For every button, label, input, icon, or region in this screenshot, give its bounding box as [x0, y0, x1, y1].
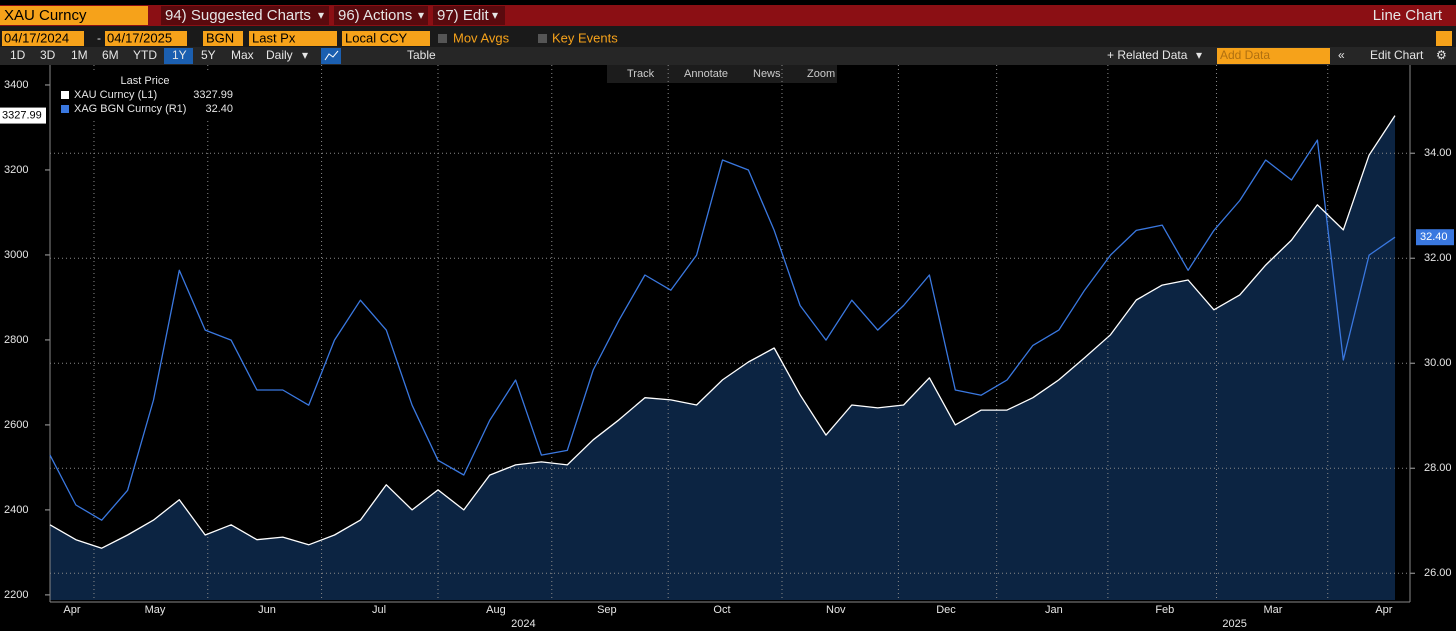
date-separator: -: [97, 31, 101, 45]
year-label: 2025: [1222, 618, 1246, 630]
edit-chart[interactable]: Edit Chart: [1370, 48, 1424, 62]
legend-swatch: [61, 105, 69, 113]
menu-arrow: ▾: [318, 8, 324, 22]
last-value-label: 3327.99: [2, 109, 42, 121]
chart-tool[interactable]: Annotate: [684, 68, 728, 80]
x-tick-label: Jul: [372, 604, 386, 616]
legend-box: [55, 72, 239, 118]
last-value-badge: [0, 107, 46, 124]
x-tick-label: Oct: [713, 604, 730, 616]
toggle[interactable]: Mov Avgs: [453, 30, 510, 45]
gear: ⚙: [1436, 48, 1447, 62]
date-input[interactable]: [2, 31, 84, 46]
legend-swatch: [61, 91, 69, 99]
x-tick-label: Mar: [1263, 604, 1282, 616]
chart-tool[interactable]: Track: [627, 68, 655, 80]
related-arrow: ▾: [1196, 48, 1202, 62]
source-input[interactable]: [203, 31, 243, 46]
y2-tick-label: 32.00: [1424, 252, 1452, 264]
x-tick-label: Nov: [826, 604, 846, 616]
freq-arrow: ▾: [302, 48, 308, 62]
line-icon: [324, 50, 339, 61]
menu-arrow: ▾: [492, 8, 498, 22]
y2-tick-label: 26.00: [1424, 567, 1452, 579]
menu[interactable]: 94) Suggested Charts: [165, 7, 311, 24]
menu[interactable]: 97) Edit: [437, 7, 490, 24]
chart-tool[interactable]: Zoom: [807, 68, 835, 80]
currency: Local CCY: [345, 30, 407, 45]
end-date: 04/17/2025: [107, 30, 172, 45]
period[interactable]: 5Y: [201, 48, 216, 62]
period[interactable]: 1M: [71, 48, 88, 62]
tools-bar: [607, 65, 837, 83]
settings-square[interactable]: [1436, 31, 1452, 46]
x-tick-label: Feb: [1155, 604, 1174, 616]
period-bar: [0, 47, 1456, 65]
y-tick-label: 2200: [4, 589, 28, 601]
x-tick-label: Jun: [258, 604, 276, 616]
x-tick-label: Sep: [597, 604, 617, 616]
checkbox[interactable]: [438, 34, 447, 43]
period-active: [164, 48, 193, 64]
series-line: [49, 139, 1396, 521]
x-tick-label: Apr: [1375, 604, 1392, 616]
legend-label: XAG BGN Curncy (R1): [74, 103, 186, 115]
currency-input[interactable]: [342, 31, 430, 46]
security: XAU Curncy: [4, 7, 87, 24]
x-tick-label: Aug: [486, 604, 506, 616]
x-tick-label: Jan: [1045, 604, 1063, 616]
frequency[interactable]: Daily: [266, 48, 293, 62]
checkbox[interactable]: [538, 34, 547, 43]
start-date: 04/17/2024: [4, 30, 69, 45]
y2-tick-label: 28.00: [1424, 462, 1452, 474]
y-tick-label: 3400: [4, 79, 28, 91]
legend-label: XAU Curncy (L1): [74, 89, 157, 101]
source: BGN: [206, 30, 234, 45]
last-value-badge: [1416, 229, 1454, 246]
y-tick-label: 2400: [4, 504, 28, 516]
collapse: «: [1338, 48, 1345, 62]
y2-tick-label: 30.00: [1424, 357, 1452, 369]
area: [50, 115, 1395, 600]
x-tick-label: Dec: [936, 604, 956, 616]
x-tick-label: Apr: [63, 604, 80, 616]
x-tick-label: May: [145, 604, 166, 616]
period[interactable]: 3D: [40, 48, 56, 62]
year-label: 2024: [511, 618, 535, 630]
chart-type: Line Chart: [1373, 7, 1443, 24]
field: Last Px: [252, 30, 296, 45]
y-tick-label: 2600: [4, 419, 28, 431]
toggle[interactable]: Key Events: [552, 30, 618, 45]
chart-tool[interactable]: News: [753, 68, 781, 80]
table[interactable]: Table: [407, 48, 436, 62]
y-tick-label: 3200: [4, 164, 28, 176]
period[interactable]: 6M: [102, 48, 119, 62]
series-line: [49, 115, 1396, 549]
legend-value: 3327.99: [193, 89, 233, 101]
field-input[interactable]: [249, 31, 337, 46]
add-data: Add Data: [1220, 48, 1270, 62]
menu-button[interactable]: [161, 6, 329, 25]
legend-title: Last Price: [121, 75, 170, 87]
date-input[interactable]: [105, 31, 187, 46]
menu[interactable]: 96) Actions: [338, 7, 412, 24]
legend-value: 32.40: [205, 103, 233, 115]
menu-button[interactable]: [334, 6, 428, 25]
add-data-input[interactable]: [1217, 48, 1330, 64]
security-input[interactable]: [0, 6, 148, 25]
y-tick-label: 2800: [4, 334, 28, 346]
menu-arrow: ▾: [418, 8, 424, 22]
period[interactable]: 1D: [10, 48, 26, 62]
y-tick-label: 3000: [4, 249, 28, 261]
period[interactable]: 1Y: [172, 48, 187, 62]
menu-button[interactable]: [433, 6, 505, 25]
related[interactable]: + Related Data: [1107, 48, 1188, 62]
last-value-label: 32.40: [1420, 231, 1448, 243]
period[interactable]: Max: [231, 48, 254, 62]
y2-tick-label: 34.00: [1424, 147, 1452, 159]
period[interactable]: YTD: [133, 48, 157, 62]
